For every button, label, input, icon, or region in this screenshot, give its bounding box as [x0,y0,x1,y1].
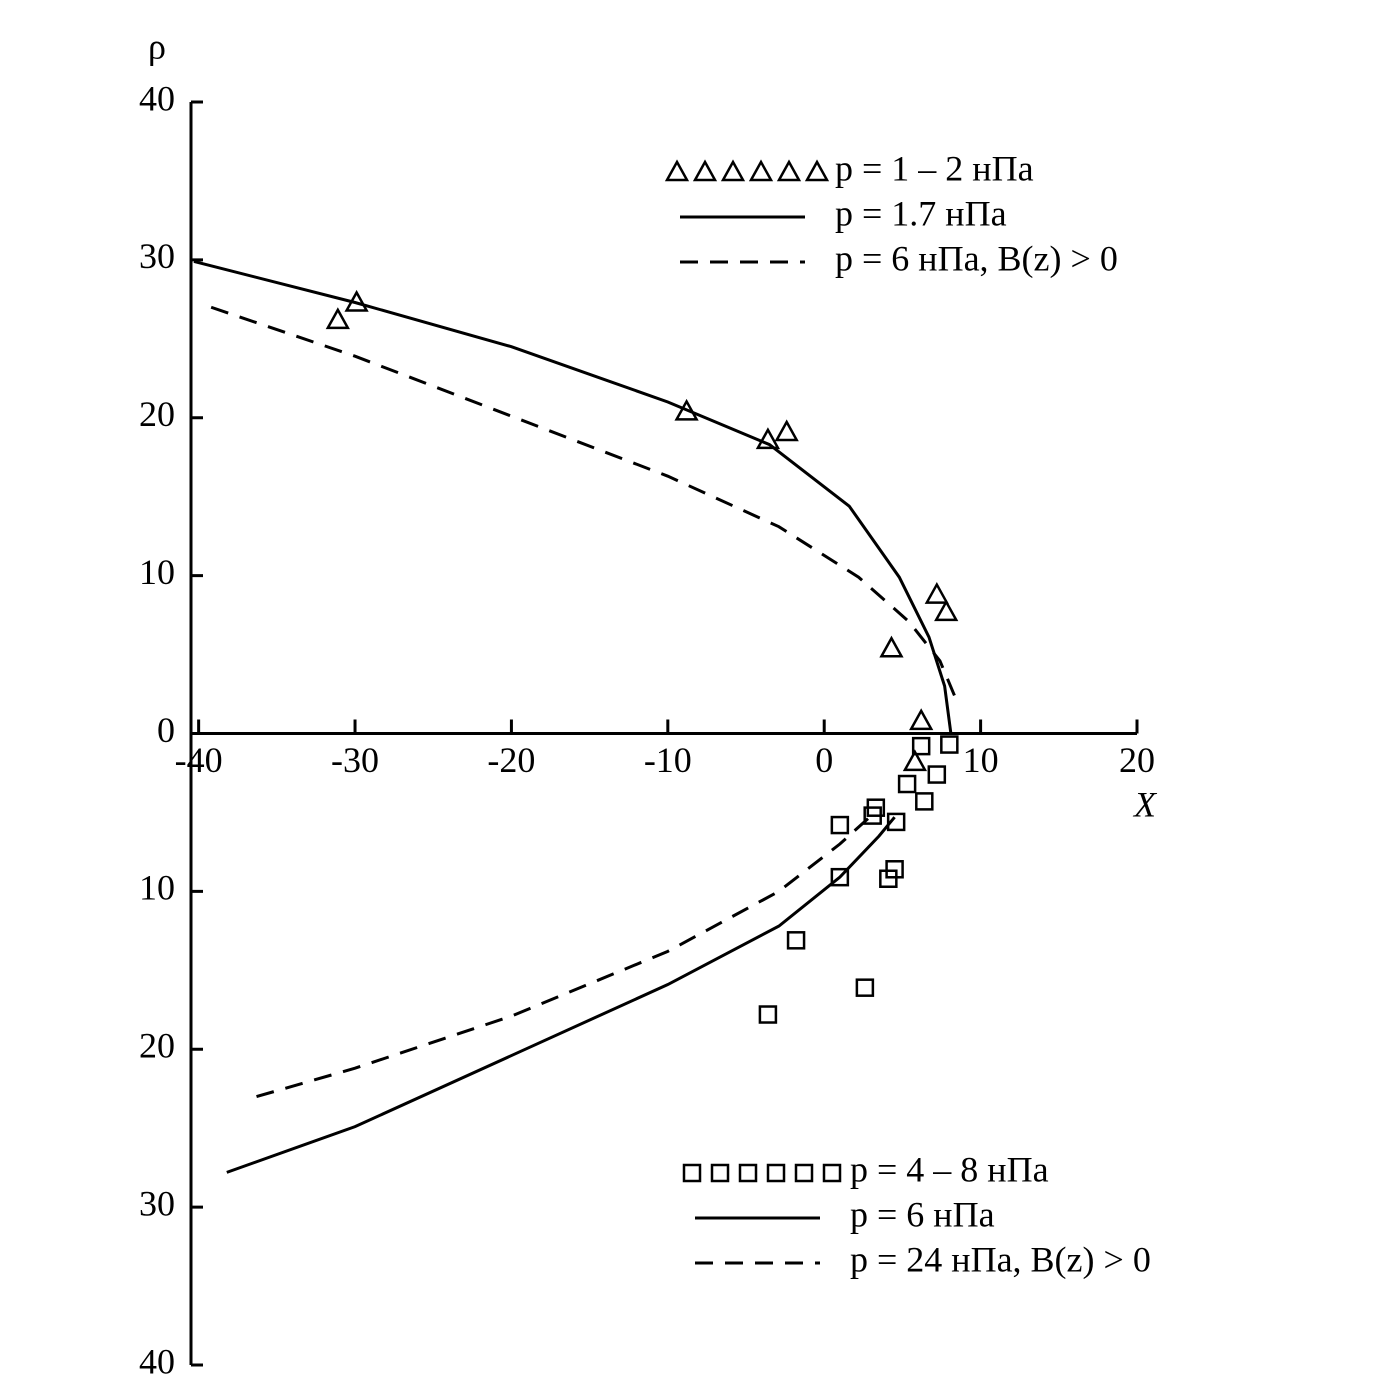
square-marker [830,867,850,887]
series-line [256,816,871,1099]
legend-marker [738,1163,758,1183]
triangle-marker [325,307,350,330]
x-tick-label: 10 [963,740,999,780]
triangle-marker [879,635,904,658]
series-line [226,816,896,1174]
y-axis-label: ρ [148,26,166,66]
x-tick-label: -10 [644,740,692,780]
legend-marker [748,159,774,182]
legend-label: p = 6 нПа [850,1194,995,1234]
legend-marker [692,159,718,182]
square-marker [879,869,898,888]
square-marker [897,774,917,794]
series-line [210,305,959,703]
y-tick-label: 0 [157,710,175,750]
x-axis-label: X [1132,784,1158,824]
legend-marker [682,1163,702,1183]
y-tick-label: 30 [139,236,175,276]
triangle-marker [924,581,949,604]
y-tick-label: 40 [139,78,175,118]
square-marker [863,806,882,825]
square-marker [940,735,959,754]
legend-label: p = 4 – 8 нПа [850,1149,1049,1189]
legend-marker [776,159,802,182]
y-tick-label: 30 [139,1183,175,1223]
legend-label: p = 24 нПа, B(z) > 0 [850,1239,1151,1279]
series-line [193,260,953,734]
y-tick-label: 20 [139,1026,175,1066]
square-marker [830,815,850,835]
legend-marker [720,159,746,182]
square-marker [885,860,904,879]
triangle-marker [902,749,928,772]
triangle-marker [934,599,959,622]
triangle-marker [774,419,799,442]
legend-label: p = 1.7 нПа [835,193,1007,233]
legend-marker [766,1163,786,1183]
legend-marker [804,159,830,182]
legend-marker [822,1163,842,1183]
y-tick-label: 40 [139,1341,175,1381]
square-marker [915,792,934,811]
x-tick-label: -40 [175,740,223,780]
square-marker [855,978,875,997]
square-marker [758,1005,778,1024]
square-marker [911,736,931,756]
legend-marker [794,1163,814,1183]
legend-marker [664,159,690,182]
square-marker [927,765,947,784]
triangle-marker [909,708,934,731]
x-tick-label: -30 [331,740,379,780]
y-tick-label: 10 [139,552,175,592]
legend-label: p = 1 – 2 нПа [835,148,1034,188]
y-tick-label: 20 [139,394,175,434]
square-marker [786,931,806,950]
x-tick-label: 20 [1119,740,1155,780]
y-tick-label: 10 [139,868,175,908]
legend-marker [710,1163,730,1183]
triangle-marker [755,427,781,450]
x-tick-label: 0 [815,740,833,780]
square-marker [886,812,906,832]
legend-label: p = 6 нПа, B(z) > 0 [835,238,1118,278]
x-tick-label: -20 [487,740,535,780]
